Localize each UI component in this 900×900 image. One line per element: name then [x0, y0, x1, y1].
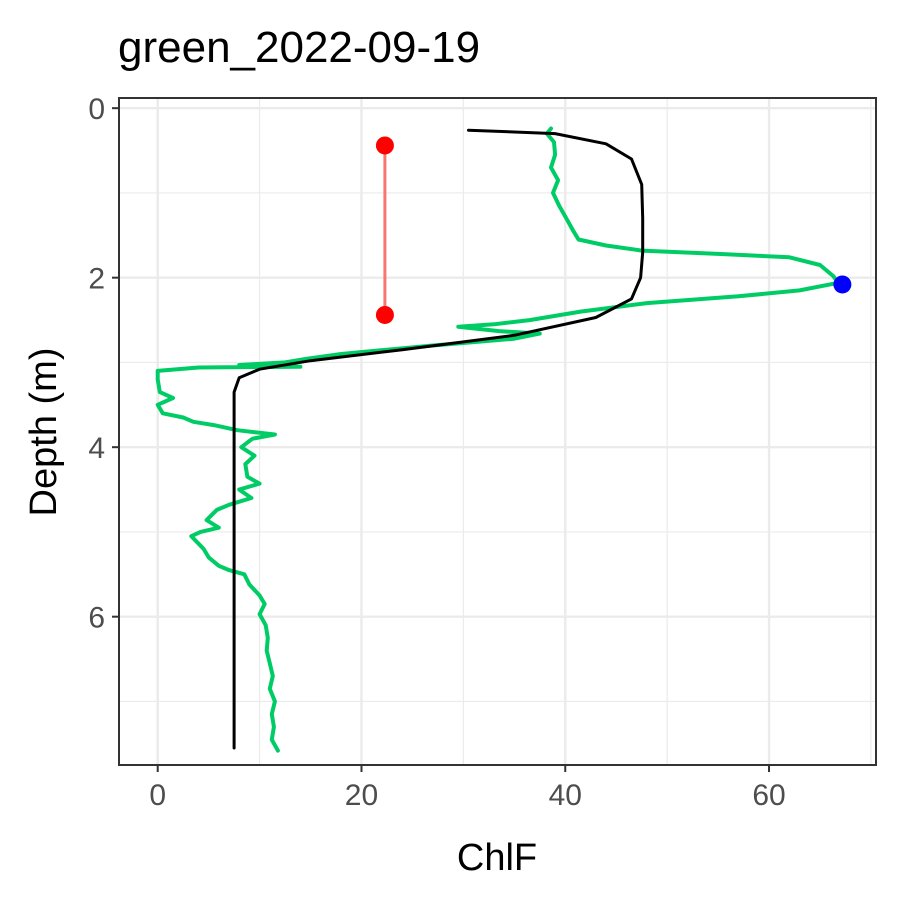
plot-panel	[119, 98, 876, 765]
x-tick-label: 60	[752, 779, 785, 812]
x-axis-title: ChlF	[457, 837, 537, 879]
layer-top-point	[375, 136, 394, 155]
y-axis-title: Depth (m)	[23, 348, 65, 517]
x-tick-label: 20	[345, 779, 378, 812]
y-tick-label: 0	[88, 93, 105, 126]
chlf-profile-line	[155, 126, 841, 753]
x-tick-label: 40	[549, 779, 582, 812]
peak-point	[833, 275, 852, 294]
panel-border	[118, 97, 877, 766]
y-tick-label: 6	[88, 602, 105, 635]
fitted-curve-line	[232, 128, 645, 750]
axes: 0 20 40 60 0 2 4 6	[88, 93, 785, 812]
y-tick-label: 2	[88, 263, 105, 296]
data-marks	[155, 126, 852, 753]
layer-bottom-point	[375, 305, 394, 324]
grid-lines	[119, 98, 876, 765]
chart-title: green_2022-09-19	[118, 23, 480, 72]
y-tick-label: 4	[88, 432, 105, 465]
x-tick-label: 0	[149, 779, 166, 812]
